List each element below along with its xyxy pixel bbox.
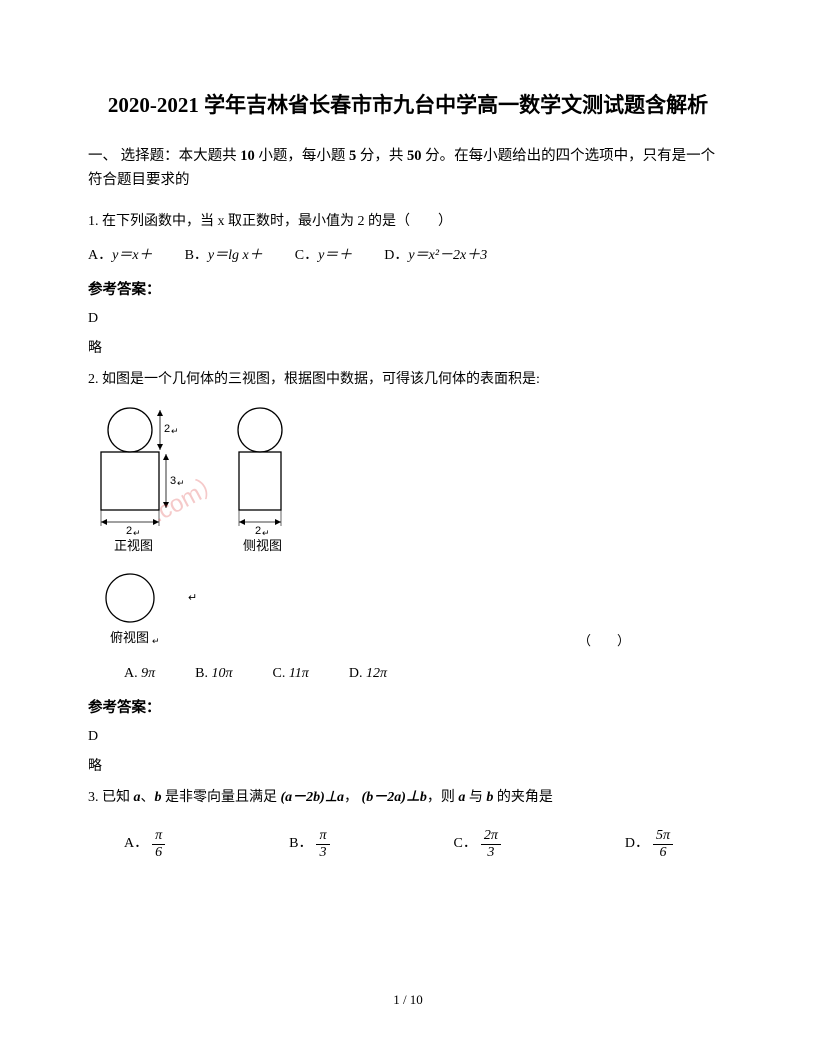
q3-fracA-num: π: [152, 828, 165, 844]
q2-options: A. 9π B. 10π C. 11π D. 12π: [124, 666, 728, 682]
top-view-figure: ↵ 俯视图 ↵ （ ）: [88, 566, 728, 656]
q1-text: 1. 在下列函数中，当 x 取正数时，最小值为 2 的是（ ）: [88, 209, 728, 234]
svg-text:↵: ↵: [133, 528, 141, 538]
sec-count: 10: [240, 148, 255, 164]
q2-optD-label: D.: [349, 666, 363, 681]
q1-optC: C．y＝＋: [295, 244, 353, 264]
q1-answer-label: 参考答案：: [88, 278, 728, 299]
q3-optB: B． π3: [289, 828, 333, 860]
q3-fracD-den: 6: [653, 845, 673, 860]
q3-pre: 3. 已知: [88, 790, 134, 805]
q2-optC-label: C.: [273, 666, 286, 681]
q2-answer-label: 参考答案：: [88, 696, 728, 717]
q3-fracC-num: 2π: [481, 828, 501, 844]
q1-optB-body: y＝lg x＋: [208, 248, 263, 263]
q3-fracA-den: 6: [152, 845, 165, 860]
q3-optD-label: D．: [625, 836, 649, 851]
q1-optB: B．y＝lg x＋: [185, 244, 263, 264]
q3-text: 3. 已知 a、b 是非零向量且满足 (a－2b)⊥a， (b－2a)⊥b，则 …: [88, 785, 728, 810]
svg-text:3: 3: [170, 475, 176, 487]
q3-b1: b: [155, 790, 162, 805]
q1-optC-pre: C．: [295, 248, 318, 263]
q2-optC: C. 11π: [273, 666, 309, 682]
side-view-label: 侧视图: [243, 538, 282, 553]
page-title: 2020-2021 学年吉林省长春市市九台中学高一数学文测试题含解析: [88, 90, 728, 122]
q1-optD-body: y＝x²－2x＋3: [408, 248, 487, 263]
q3-optA-label: A．: [124, 836, 148, 851]
svg-text:↵: ↵: [177, 478, 185, 488]
q1-optD: D．y＝x²－2x＋3: [384, 244, 487, 264]
q3-cond2: (b－2a)⊥b: [362, 790, 427, 805]
q2-optA-label: A.: [124, 666, 138, 681]
q1-optA-pre: A．: [88, 248, 112, 263]
front-view-label: 正视图: [114, 538, 153, 553]
svg-text:↵: ↵: [171, 426, 179, 436]
q3-fracB-den: 3: [316, 845, 329, 860]
q2-answer: D: [88, 729, 728, 745]
q3-optB-label: B．: [289, 836, 312, 851]
q2-optB: B. 10π: [195, 666, 232, 682]
top-view-svg: ↵ 俯视图 ↵: [88, 566, 408, 656]
q3-cond1: (a－2b)⊥a: [281, 790, 345, 805]
q2-optC-val: 11π: [289, 666, 309, 681]
q2-brief: 略: [88, 755, 728, 775]
q3-mid4: 与: [465, 790, 486, 805]
page-number: 1 / 10: [0, 992, 816, 1008]
sec-total: 50: [407, 148, 422, 164]
q3-tail: 的夹角是: [493, 790, 553, 805]
q3-optC-label: C．: [454, 836, 477, 851]
q2-optD: D. 12π: [349, 666, 387, 682]
q2-optA-val: 9π: [141, 666, 155, 681]
svg-text:↵: ↵: [188, 592, 197, 604]
svg-text:2: 2: [255, 525, 261, 537]
svg-text:↵: ↵: [262, 528, 270, 538]
q3-options: A．π6 B．π3 C．2π3 D．5π6: [124, 828, 728, 860]
q1-options: A．y＝x＋ B．y＝lg x＋ C．y＝＋ D．y＝x²－2x＋3: [88, 244, 728, 264]
q2-optA: A. 9π: [124, 666, 155, 682]
q1-optB-pre: B．: [185, 248, 208, 263]
q3-optA: A． π6: [124, 828, 169, 860]
q1-optD-pre: D．: [384, 248, 408, 263]
q3-comma: ，: [344, 790, 362, 805]
q2-text: 2. 如图是一个几何体的三视图，根据图中数据，可得该几何体的表面积是:: [88, 367, 728, 392]
three-view-figure: 2 ↵ 3 ↵ 2 ↵ 正视图 2 ↵ 侧视图 .com）: [88, 402, 728, 562]
q3-fracB-num: π: [316, 828, 329, 844]
q1-optC-body: y＝＋: [318, 248, 352, 263]
q3-fracD-num: 5π: [653, 828, 673, 844]
q3-optD: D． 5π6: [625, 828, 677, 860]
svg-text:↵: ↵: [152, 636, 160, 646]
q3-mid2: 是非零向量且满足: [162, 790, 281, 805]
q2-blank: （ ）: [578, 630, 630, 649]
q1-optA: A．y＝x＋: [88, 244, 153, 264]
q2-optB-label: B.: [195, 666, 208, 681]
sec-mid1: 小题，每小题: [255, 148, 349, 164]
front-side-views-svg: 2 ↵ 3 ↵ 2 ↵ 正视图 2 ↵ 侧视图: [88, 402, 408, 562]
sec-mid2: 分，共: [356, 148, 407, 164]
q3-optC: C． 2π3: [454, 828, 505, 860]
q3-mid1: 、: [141, 790, 155, 805]
q3-mid3: ，则: [427, 790, 459, 805]
top-view-label: 俯视图: [110, 630, 149, 645]
q1-answer: D: [88, 311, 728, 327]
q1-brief: 略: [88, 337, 728, 357]
svg-text:2: 2: [126, 525, 132, 537]
q1-optA-body: y＝x＋: [112, 248, 152, 263]
q3-fracC-den: 3: [481, 845, 501, 860]
svg-text:2: 2: [164, 423, 170, 435]
section-header: 一、 选择题：本大题共 10 小题，每小题 5 分，共 50 分。在每小题给出的…: [88, 144, 728, 193]
q2-optB-val: 10π: [211, 666, 232, 681]
sec-prefix: 一、 选择题：本大题共: [88, 148, 240, 164]
q2-optD-val: 12π: [366, 666, 387, 681]
q3-a1: a: [134, 790, 141, 805]
